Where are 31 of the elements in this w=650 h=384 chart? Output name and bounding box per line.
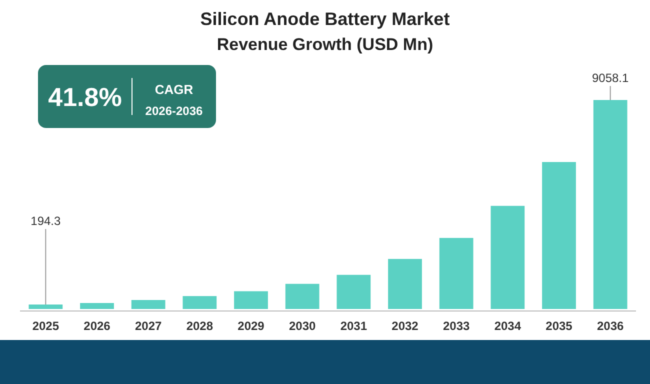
x-tick-label: 2026 — [84, 319, 111, 333]
x-tick-label: 2025 — [32, 319, 60, 333]
bar — [439, 238, 474, 309]
x-tick-label: 2033 — [442, 319, 470, 333]
bar — [593, 100, 628, 309]
bar — [336, 274, 371, 309]
x-tick-label: 2032 — [392, 319, 419, 333]
annotation: 41.8% — [48, 82, 122, 112]
x-tick-label: 2029 — [238, 319, 265, 333]
x-tick-label: 2031 — [340, 319, 368, 333]
bar — [131, 300, 166, 309]
text: CAGR — [154, 82, 194, 97]
bar — [490, 206, 525, 309]
x-tick-label: 2034 — [494, 319, 522, 333]
chart-subtitle: Revenue Growth (USD Mn) — [216, 35, 434, 54]
x-tick-label: 2035 — [546, 319, 573, 333]
bar — [285, 284, 320, 309]
x-tick-label: 2036 — [596, 319, 624, 333]
bar — [182, 296, 217, 309]
bar — [388, 258, 422, 309]
x-tick-label: 2027 — [134, 319, 162, 333]
bar — [80, 303, 114, 309]
x-tick-label: 2028 — [186, 319, 214, 333]
annotation: 2026-2036 — [145, 104, 204, 118]
bar — [234, 291, 268, 309]
chart-title: Silicon Anode Battery Market — [200, 9, 450, 29]
x-tick-label: 2030 — [288, 319, 316, 333]
bar — [28, 304, 63, 309]
bar — [542, 162, 576, 309]
data-label: 194.3 — [30, 214, 62, 228]
data-label: 9058.1 — [592, 71, 630, 85]
